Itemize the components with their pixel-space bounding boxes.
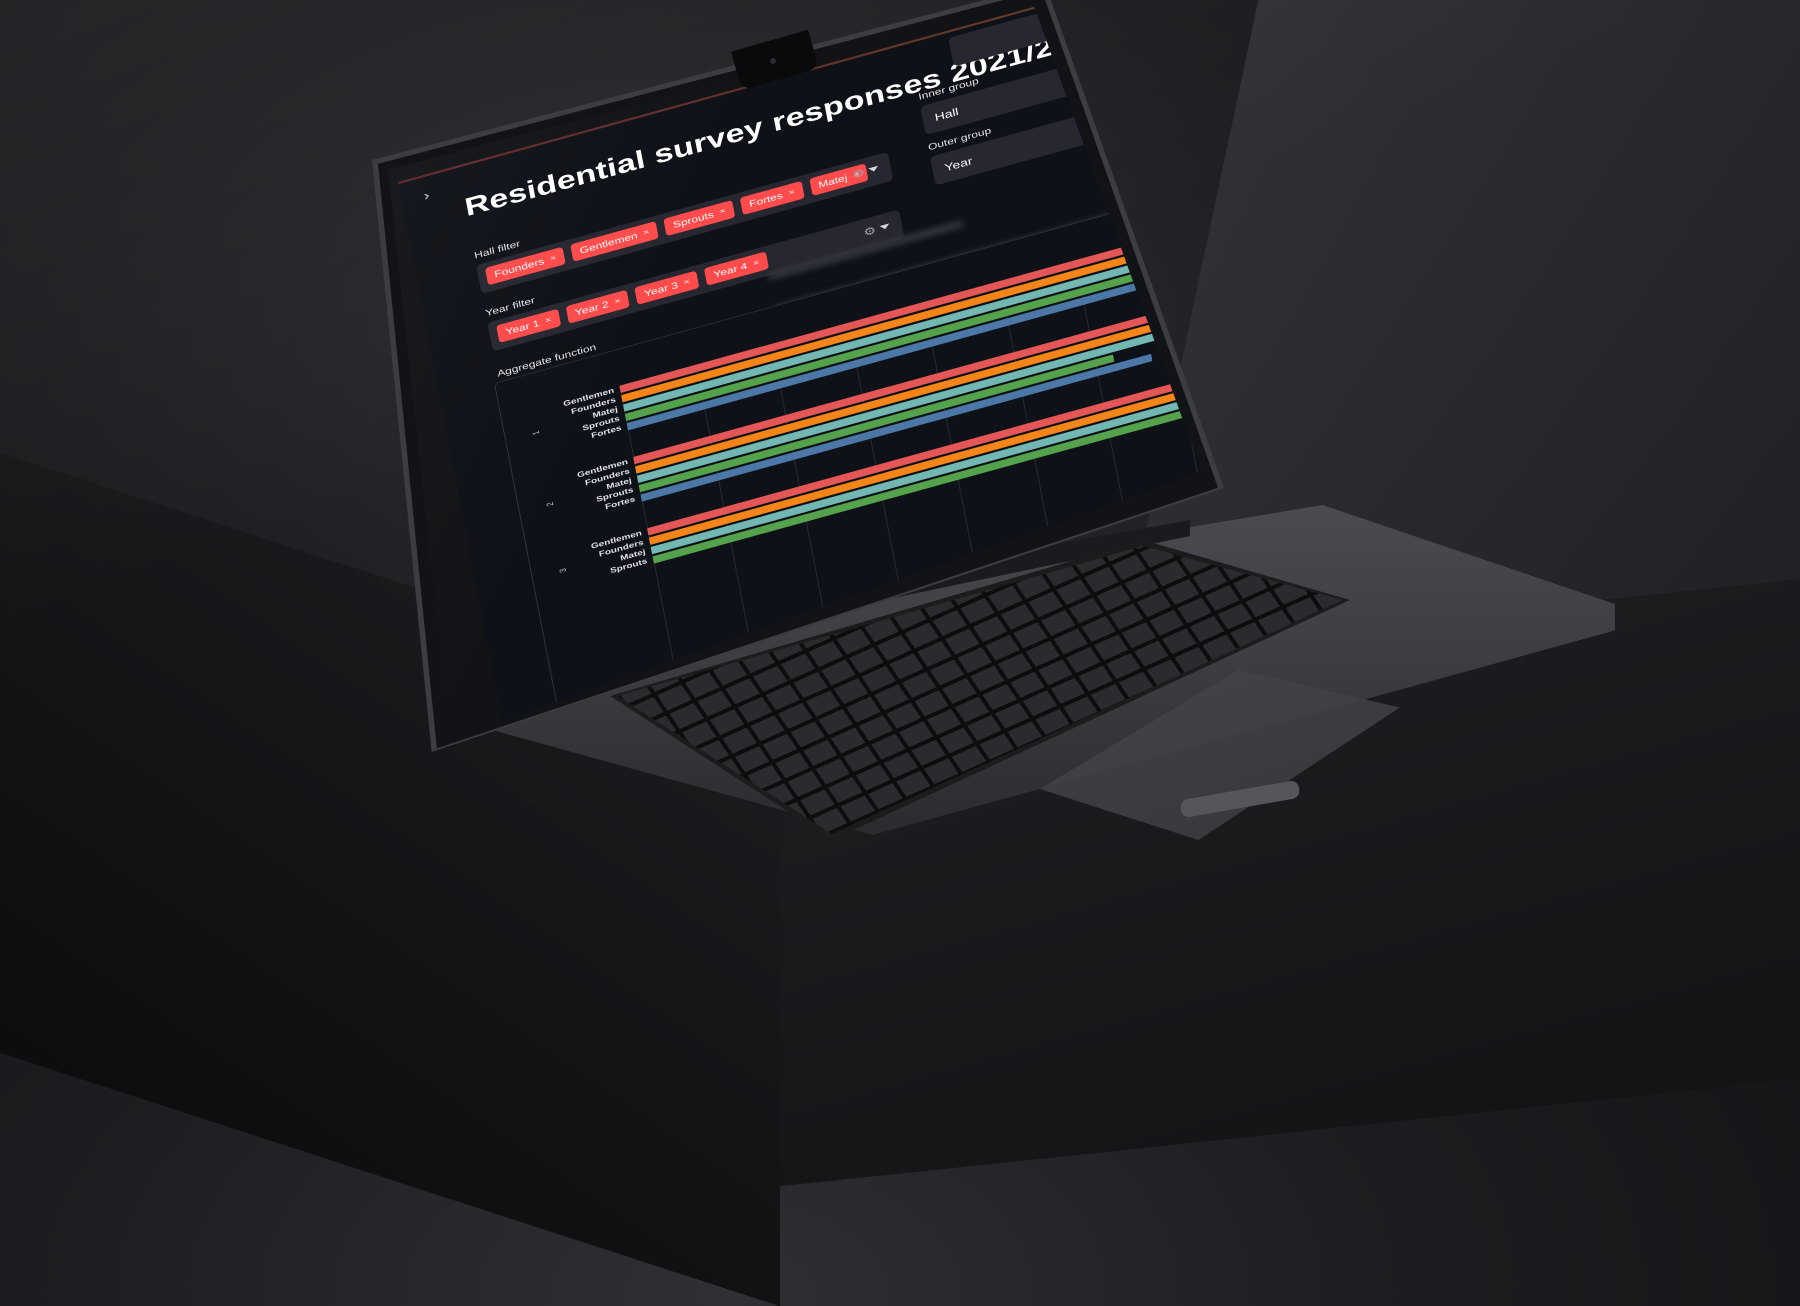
clear-all-icon[interactable]: ⚙	[862, 223, 878, 239]
year-chip-label: Year 3	[643, 279, 679, 299]
hall-chip-label: Sprouts	[672, 209, 715, 231]
sidebar-toggle-icon[interactable]: ›	[422, 187, 431, 204]
group-label: 3	[557, 567, 569, 574]
inner-group-value: Hall	[933, 105, 960, 124]
remove-chip-icon[interactable]: ×	[642, 227, 651, 238]
hall-chip[interactable]: Fortes ×	[739, 180, 805, 216]
year-chip-label: Year 4	[712, 260, 749, 280]
chevron-down-icon[interactable]	[868, 165, 879, 173]
year-chip[interactable]: Year 2 ×	[565, 289, 631, 324]
camera-icon	[770, 58, 776, 64]
remove-chip-icon[interactable]: ×	[544, 315, 553, 326]
group-label: 1	[530, 429, 542, 436]
hall-chip-label: Founders	[493, 255, 546, 280]
chevron-down-icon[interactable]	[879, 223, 891, 231]
year-chip[interactable]: Year 4 ×	[704, 251, 769, 286]
group-label: 2	[544, 500, 556, 508]
remove-chip-icon[interactable]: ×	[787, 187, 796, 198]
outer-group-value: Year	[943, 154, 974, 174]
hall-chip-label: Matej	[817, 172, 849, 191]
remove-chip-icon[interactable]: ×	[752, 257, 761, 269]
hall-chip-label: Fortes	[748, 190, 784, 210]
remove-chip-icon[interactable]: ×	[718, 206, 727, 217]
hall-chip-label: Gentlemen	[578, 230, 639, 257]
laptop-ports	[524, 795, 615, 820]
remove-chip-icon[interactable]: ×	[549, 253, 558, 264]
remove-chip-icon[interactable]: ×	[682, 277, 691, 288]
year-chip-label: Year 1	[504, 317, 541, 338]
year-chip[interactable]: Year 3 ×	[634, 270, 700, 305]
year-chip[interactable]: Year 1 ×	[496, 308, 561, 343]
hall-chip[interactable]: Gentlemen ×	[570, 220, 660, 262]
remove-chip-icon[interactable]: ×	[613, 296, 622, 307]
year-chip-label: Year 2	[573, 298, 610, 319]
hall-chip[interactable]: Sprouts ×	[663, 199, 736, 237]
